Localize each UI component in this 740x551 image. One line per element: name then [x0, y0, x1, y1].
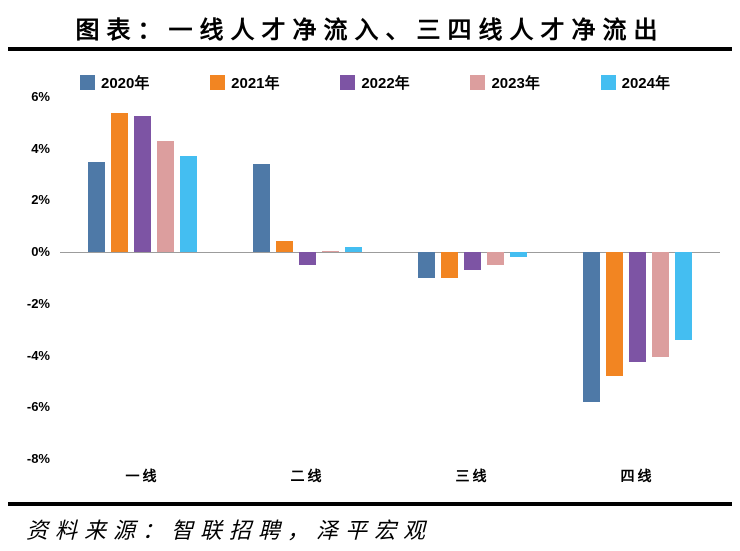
- y-tick-label: -8%: [26, 451, 50, 466]
- bar-二线-2020年: [253, 164, 270, 253]
- chart-legend: 2020年 2021年 2022年 2023年 2024年: [80, 72, 670, 93]
- zero-axis-line: [60, 252, 720, 254]
- bar-二线-2024年: [345, 246, 362, 253]
- bar-三线-2023年: [487, 252, 504, 266]
- chart-title: 图表：一线人才净流入、三四线人才净流出: [75, 17, 665, 44]
- bar-一线-2022年: [134, 116, 151, 253]
- legend-label: 2023年: [491, 75, 540, 92]
- bar-二线-2022年: [299, 252, 316, 266]
- legend-swatch-icon: [80, 75, 95, 90]
- x-axis-label-三线: 三线: [455, 468, 490, 484]
- legend-label: 2021年: [231, 75, 280, 92]
- bar-二线-2023年: [322, 250, 339, 253]
- legend-item-2023年: 2023年: [470, 72, 540, 93]
- legend-swatch-icon: [600, 75, 616, 90]
- y-tick-label: 0%: [31, 244, 50, 260]
- bar-三线-2021年: [441, 252, 458, 278]
- legend-label: 2020年: [101, 75, 150, 92]
- legend-item-2020年: 2020年: [80, 72, 149, 93]
- legend-label: 2022年: [361, 75, 410, 92]
- y-tick-label: 2%: [31, 192, 50, 208]
- legend-item-2021年: 2021年: [210, 72, 280, 93]
- bar-四线-2021年: [606, 252, 623, 377]
- top-divider: [8, 47, 732, 51]
- bar-一线-2024年: [180, 156, 197, 253]
- y-tick-label: 6%: [31, 89, 50, 104]
- x-axis-label-二线: 二线: [290, 468, 325, 484]
- bar-四线-2022年: [629, 252, 646, 363]
- plot-area: [60, 97, 720, 459]
- bar-一线-2023年: [157, 140, 174, 253]
- bar-一线-2020年: [88, 161, 105, 253]
- y-tick-label: -2%: [26, 295, 50, 311]
- bar-四线-2023年: [652, 252, 669, 357]
- legend-item-2022年: 2022年: [340, 72, 410, 93]
- x-axis: 一线 二线 三线 四线: [60, 466, 720, 488]
- y-tick-label: -6%: [26, 399, 50, 415]
- bar-三线-2024年: [510, 252, 527, 258]
- bar-四线-2020年: [583, 252, 600, 403]
- source-text: 资料来源：智联招聘，泽平宏观: [26, 518, 433, 543]
- bar-四线-2024年: [675, 252, 692, 341]
- legend-swatch-icon: [340, 75, 356, 90]
- legend-swatch-icon: [210, 75, 226, 90]
- x-axis-label-四线: 四线: [620, 468, 655, 484]
- bar-三线-2022年: [464, 252, 481, 271]
- legend-label: 2024年: [621, 75, 670, 92]
- legend-swatch-icon: [470, 75, 486, 90]
- bottom-divider: [8, 502, 732, 506]
- y-tick-label: 4%: [31, 140, 50, 156]
- legend-item-2024年: 2024年: [600, 72, 670, 93]
- bar-三线-2020年: [418, 252, 435, 278]
- y-axis: 6% 4% 2% 0% -2% -4% -6% -8%: [0, 89, 50, 466]
- bar-二线-2021年: [276, 240, 293, 253]
- y-tick-label: -4%: [26, 347, 50, 363]
- bar-一线-2021年: [111, 112, 128, 253]
- x-axis-label-一线: 一线: [125, 468, 160, 484]
